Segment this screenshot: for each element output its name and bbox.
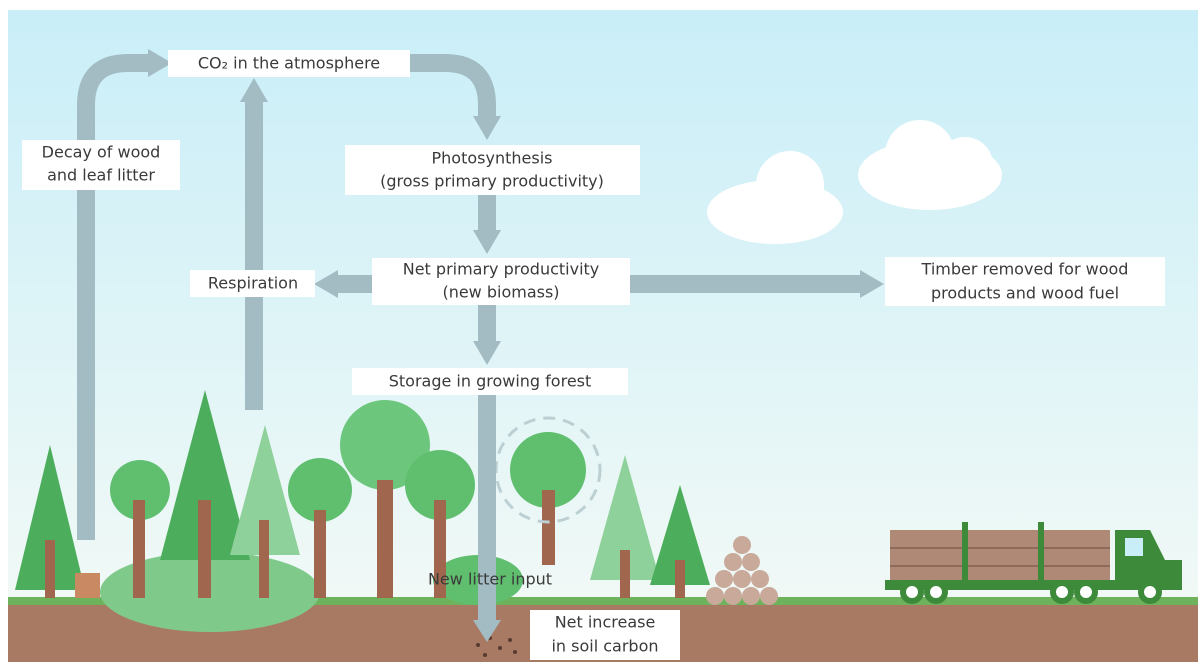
storage-label: Storage in growing forest — [389, 372, 592, 391]
truck — [885, 522, 1182, 601]
photosynthesis-label: Photosynthesis — [432, 149, 553, 168]
diagram: CO₂ in the atmosphere Decay of wood and … — [0, 0, 1203, 662]
soil-label: Net increase — [555, 613, 656, 632]
npp-label: Net primary productivity — [403, 260, 600, 279]
litter-label: New litter input — [428, 570, 552, 589]
timber-label: products and wood fuel — [931, 284, 1119, 303]
respiration-label: Respiration — [208, 274, 298, 293]
npp-label: (new biomass) — [442, 283, 559, 302]
co2-label: CO₂ in the atmosphere — [198, 54, 380, 73]
soil-label: in soil carbon — [551, 637, 658, 656]
decay-label: and leaf litter — [47, 166, 155, 185]
timber-label: Timber removed for wood — [921, 260, 1129, 279]
photosynthesis-label: (gross primary productivity) — [380, 172, 604, 191]
decay-label: Decay of wood — [42, 143, 161, 162]
